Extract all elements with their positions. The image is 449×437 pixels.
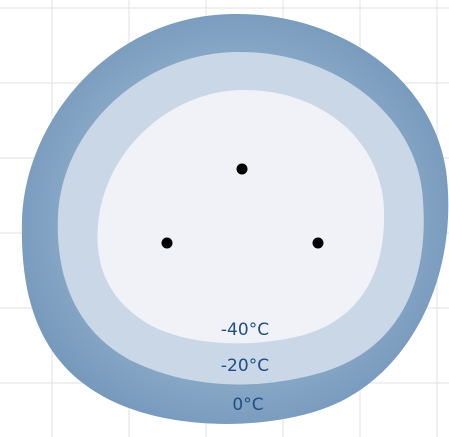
heat-source-point xyxy=(312,237,324,249)
heat-source-point xyxy=(236,163,248,175)
zone-label-0c: 0°C xyxy=(232,395,263,415)
zone-labels: -40°C -20°C 0°C xyxy=(221,320,269,415)
isotherm-zone-minus-40c xyxy=(97,89,385,344)
heat-source-point xyxy=(161,237,173,249)
heat-sources xyxy=(161,163,324,249)
zone-label-minus-40c: -40°C xyxy=(221,320,269,340)
zone-label-minus-20c: -20°C xyxy=(221,356,269,376)
